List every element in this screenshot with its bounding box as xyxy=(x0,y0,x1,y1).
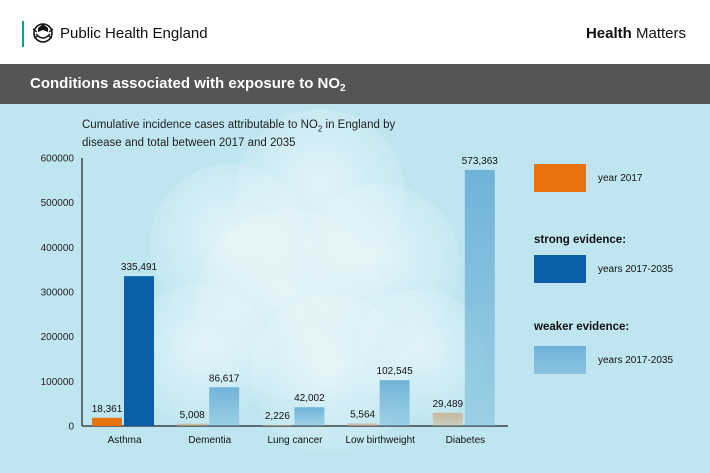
legend-heading-weaker: weaker evidence: xyxy=(534,321,630,333)
x-category-label: Low birthweight xyxy=(345,435,415,446)
bar-2017-asthma xyxy=(92,417,122,426)
y-tick-label: 500000 xyxy=(41,198,75,209)
legend-swatch-year-2017 xyxy=(534,164,586,192)
brand-bold: Health xyxy=(585,25,632,42)
x-category-label: Diabetes xyxy=(446,435,485,446)
title-banner: Conditions associated with exposure to N… xyxy=(0,64,710,104)
bar-2017-diabetes xyxy=(432,412,463,426)
chart-panel xyxy=(0,104,710,473)
subtitle-subscript: 2 xyxy=(317,124,323,134)
data-label-2017: 5,008 xyxy=(180,410,205,421)
bar-2017-2035-asthma xyxy=(124,276,154,426)
legend-label-year-2017: year 2017 xyxy=(598,173,643,184)
data-label-2017-2035: 102,545 xyxy=(377,366,414,377)
chart-subtitle: Cumulative incidence cases attributable … xyxy=(82,118,412,150)
data-label-2017: 2,226 xyxy=(265,411,290,422)
page-title: Conditions associated with exposure to N… xyxy=(30,75,346,94)
bar-2017-2035-diabetes xyxy=(464,169,495,426)
health-matters-brand: Health Matters xyxy=(586,25,686,42)
legend-heading-strong: strong evidence: xyxy=(534,234,627,246)
x-category-label: Lung cancer xyxy=(267,435,323,446)
data-label-2017-2035: 335,491 xyxy=(121,262,158,273)
bar-2017-2035-lung-cancer xyxy=(294,407,325,426)
y-tick-label: 600000 xyxy=(41,154,75,165)
brand-accent-bar xyxy=(22,21,24,47)
y-tick-label: 100000 xyxy=(41,377,75,388)
cloud-shapes xyxy=(130,109,485,454)
bar-2017-2035-dementia xyxy=(209,387,240,426)
header: Public Health England Health Matters xyxy=(0,0,710,64)
y-tick-label: 200000 xyxy=(41,332,75,343)
x-category-label: Asthma xyxy=(108,435,142,446)
org-name: Public Health England xyxy=(60,25,208,42)
subtitle-part-b: in England by disease and total between … xyxy=(82,119,396,150)
data-label-2017-2035: 86,617 xyxy=(209,373,240,384)
legend-swatch-strong xyxy=(534,255,586,283)
subtitle-part-a: Cumulative incidence cases attributable … xyxy=(82,119,318,131)
page-title-text: Conditions associated with exposure to N… xyxy=(30,75,341,92)
data-label-2017: 18,361 xyxy=(92,404,123,415)
data-label-2017: 5,564 xyxy=(350,410,375,421)
bar-2017-2035-low-birthweight xyxy=(379,380,410,426)
data-label-2017: 29,489 xyxy=(433,399,464,410)
data-label-2017-2035: 42,002 xyxy=(294,393,325,404)
legend-swatch-weaker xyxy=(534,346,586,374)
y-tick-label: 300000 xyxy=(41,288,75,299)
legend-label-weaker: years 2017-2035 xyxy=(598,355,674,366)
y-tick-label: 400000 xyxy=(41,243,75,254)
royal-crest-icon xyxy=(32,23,54,43)
cloud-background xyxy=(130,109,485,454)
bar-2017-low-birthweight xyxy=(347,423,378,426)
data-label-2017-2035: 573,363 xyxy=(462,156,499,167)
bar-2017-lung-cancer xyxy=(262,425,293,426)
brand-rest: Matters xyxy=(631,25,686,42)
bar-2017-dementia xyxy=(177,423,208,426)
page-title-subscript: 2 xyxy=(340,83,346,94)
x-category-label: Dementia xyxy=(188,435,231,446)
y-tick-label: 0 xyxy=(68,422,74,433)
legend-label-strong: years 2017-2035 xyxy=(598,264,674,275)
